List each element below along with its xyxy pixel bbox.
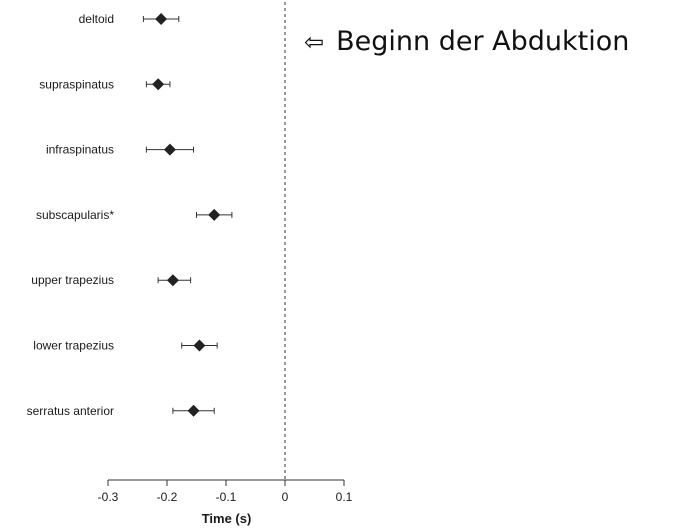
point-estimate-supraspinatus — [152, 78, 165, 91]
point-estimate-infraspinatus — [163, 143, 176, 156]
point-estimate-subscapularis — [208, 208, 221, 221]
category-label-infraspinatus: infraspinatus — [46, 143, 114, 157]
point-estimate-deltoid — [155, 13, 168, 25]
category-label-lower-trapezius: lower trapezius — [33, 339, 114, 353]
category-label-supraspinatus: supraspinatus — [39, 77, 114, 91]
left-arrow-icon: ⇦ — [304, 27, 325, 56]
annotation-text: Beginn der Abduktion — [336, 26, 630, 57]
category-label-upper-trapezius: upper trapezius — [31, 273, 114, 287]
category-label-deltoid: deltoid — [79, 12, 114, 26]
x-axis: -0.3 -0.2 -0.1 0 0.1 — [98, 479, 353, 504]
point-estimates — [152, 13, 221, 417]
point-estimate-lower-trapezius — [193, 339, 206, 352]
x-tick-label: 0 — [282, 490, 289, 504]
annotation-begin-abduction: ⇦ Beginn der Abduktion — [304, 26, 629, 57]
x-tick-label: -0.3 — [98, 490, 119, 504]
x-tick-label: -0.1 — [216, 490, 237, 504]
point-estimate-upper-trapezius — [166, 274, 179, 287]
point-estimate-serratus-anterior — [187, 404, 200, 417]
category-label-subscapularis: subscapularis* — [36, 208, 114, 222]
x-axis-title: Time (s) — [202, 511, 252, 526]
x-tick-label: -0.2 — [157, 490, 178, 504]
category-labels: deltoid supraspinatus infraspinatus subscap… — [27, 12, 115, 418]
x-tick-label: 0.1 — [336, 490, 353, 504]
category-label-serratus-anterior: serratus anterior — [27, 404, 114, 418]
